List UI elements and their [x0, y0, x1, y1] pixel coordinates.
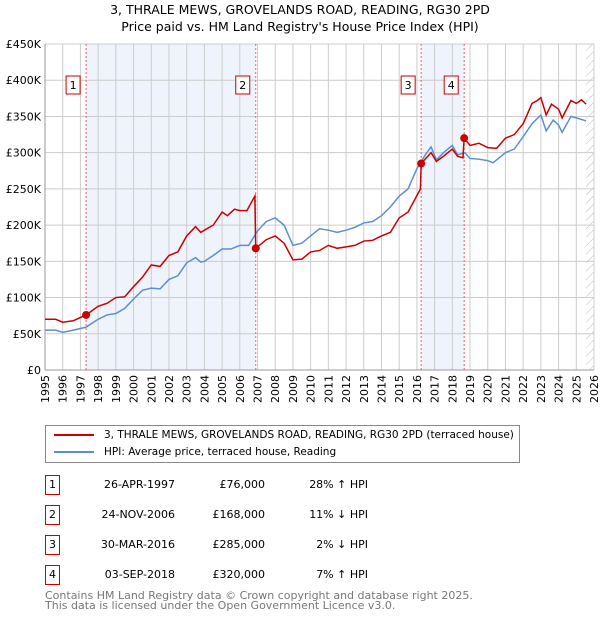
x-tick-label: 2025 [570, 375, 583, 403]
x-tick-label: 2020 [482, 375, 495, 403]
y-tick-label: £0 [27, 364, 41, 377]
transaction-hpi-diff: 11% ↓ HPI [309, 508, 368, 521]
footer-copyright: Contains HM Land Registry data © Crown c… [45, 589, 473, 602]
x-tick-label: 2011 [322, 375, 335, 403]
forecast-hatch [586, 44, 594, 370]
marker-label: 3 [405, 79, 412, 92]
x-tick-label: 1995 [39, 375, 52, 403]
x-tick-label: 2002 [163, 375, 176, 403]
y-tick-label: £450K [6, 38, 42, 51]
x-tick-label: 2026 [588, 375, 600, 403]
marker-box [235, 75, 251, 95]
y-tick-label: £350K [6, 110, 42, 123]
x-tick-label: 2012 [340, 375, 353, 403]
x-tick-label: 2015 [393, 375, 406, 403]
chart-title: 3, THRALE MEWS, GROVELANDS ROAD, READING… [110, 2, 490, 17]
x-tick-label: 1999 [110, 375, 123, 403]
x-tick-label: 2009 [287, 375, 300, 403]
x-tick-label: 2005 [216, 375, 229, 403]
price-chart: 1995 1996 1997 1998 1999 2000 2001 2002 2003 2004… [6, 38, 600, 403]
transaction-hpi-diff: 28% ↑ HPI [309, 478, 368, 491]
x-tick-label: 2022 [517, 375, 530, 403]
marker-badge: 2 [45, 505, 60, 525]
sale-point [460, 134, 469, 143]
y-tick-label: £150K [6, 255, 42, 268]
transaction-row: 2 24-NOV-2006 £168,000 11% ↓ HPI [45, 505, 545, 525]
x-tick-label: 1996 [57, 375, 70, 403]
legend-red-line [54, 434, 94, 436]
x-tick-label: 2000 [128, 375, 141, 403]
x-tick-label: 2006 [234, 375, 247, 403]
x-tick-label: 2001 [145, 375, 158, 403]
x-tick-label: 2010 [305, 375, 318, 403]
marker-box [65, 75, 81, 95]
x-tick-label: 2004 [198, 375, 211, 403]
sale-point [251, 244, 260, 253]
transaction-hpi-diff: 7% ↑ HPI [316, 568, 368, 581]
sale-point [417, 159, 426, 168]
transaction-row: 1 26-APR-1997 £76,000 28% ↑ HPI [45, 475, 545, 495]
x-tick-label: 2017 [429, 375, 442, 403]
marker-label: 1 [70, 79, 77, 92]
legend-hpi: HPI: Average price, terraced house, Read… [104, 446, 337, 458]
x-tick-label: 2003 [181, 375, 194, 403]
transaction-date: 26-APR-1997 [103, 478, 175, 491]
legend-property: 3, THRALE MEWS, GROVELANDS ROAD, READING… [104, 429, 514, 441]
footer: Contains HM Land Registry data © Crown c… [45, 589, 473, 612]
x-tick-label: 2019 [464, 375, 477, 403]
y-tick-label: £50K [13, 328, 42, 341]
marker-label: 4 [448, 79, 455, 92]
x-tick-label: 2021 [499, 375, 512, 403]
marker-box [400, 75, 416, 95]
hpi-line [45, 113, 587, 334]
marker-badge: 4 [45, 565, 60, 585]
x-tick-label: 2016 [411, 375, 424, 403]
marker-badge: 3 [45, 535, 60, 555]
transaction-date: 03-SEP-2018 [104, 568, 175, 581]
x-tick-label: 2014 [375, 375, 388, 403]
x-tick-label: 1997 [74, 375, 87, 403]
transaction-row: 3 30-MAR-2016 £285,000 2% ↓ HPI [45, 535, 545, 555]
legend-blue-line [54, 451, 94, 453]
marker-label: 2 [239, 79, 246, 92]
transaction-hpi-diff: 2% ↓ HPI [316, 538, 368, 551]
transaction-price: £320,000 [212, 568, 266, 581]
shaded-period [86, 44, 256, 370]
x-tick-label: 2013 [358, 375, 371, 403]
legend: 3, THRALE MEWS, GROVELANDS ROAD, READING… [45, 425, 520, 463]
marker-badge: 1 [45, 475, 60, 495]
x-tick-label: 2008 [269, 375, 282, 403]
transaction-date: 30-MAR-2016 [100, 538, 175, 551]
transaction-price: £285,000 [212, 538, 266, 551]
y-tick-label: £400K [6, 74, 42, 87]
shaded-period [421, 44, 465, 370]
y-tick-label: £100K [6, 292, 42, 305]
marker-box [443, 75, 459, 95]
x-tick-label: 2023 [535, 375, 548, 403]
footer-licence: This data is licensed under the Open Gov… [45, 599, 396, 612]
property-line [45, 96, 587, 323]
sale-point [82, 310, 91, 319]
chart-subtitle: Price paid vs. HM Land Registry's House … [121, 19, 479, 34]
y-tick-label: £200K [6, 219, 42, 232]
y-tick-label: £250K [6, 183, 42, 196]
x-tick-label: 2007 [252, 375, 265, 403]
transaction-price: £76,000 [219, 478, 266, 491]
transaction-date: 24-NOV-2006 [101, 508, 175, 521]
y-tick-label: £300K [6, 147, 42, 160]
transaction-price: £168,000 [212, 508, 266, 521]
x-tick-label: 1998 [92, 375, 105, 403]
transaction-row: 4 03-SEP-2018 £320,000 7% ↑ HPI [45, 565, 545, 585]
x-tick-label: 2024 [553, 375, 566, 403]
x-tick-label: 2018 [446, 375, 459, 403]
